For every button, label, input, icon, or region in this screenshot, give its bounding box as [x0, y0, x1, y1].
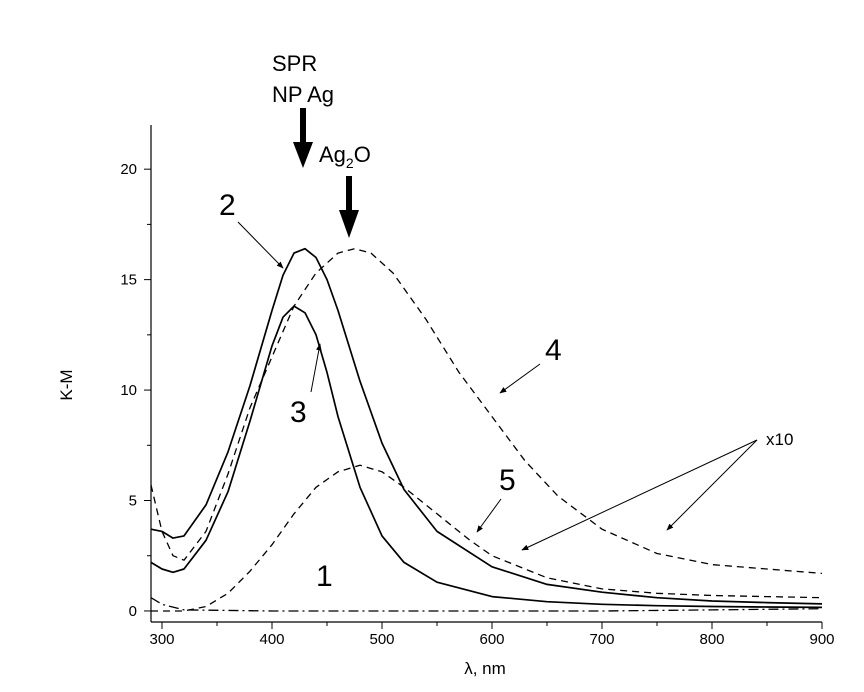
y-tick-label: 10 — [120, 382, 137, 399]
y-tick-label: 5 — [129, 493, 137, 510]
y-tick-label: 20 — [120, 161, 137, 178]
ag2o-label-ag: Ag — [319, 142, 346, 167]
y-axis-title: K-M — [57, 369, 76, 400]
np-ag-label: NP Ag — [272, 82, 334, 107]
label-2-leader-arrow — [237, 221, 284, 269]
x-tick-label: 400 — [259, 631, 284, 648]
series-line-5 — [151, 464, 823, 612]
series-line-3 — [150, 305, 823, 609]
x-axis-title: λ, nm — [464, 659, 506, 678]
ag2o-arrow — [339, 176, 359, 238]
series-line-1 — [150, 597, 823, 612]
series-line-4 — [150, 248, 823, 575]
series-label-2: 2 — [219, 189, 236, 222]
ag2o-label: Ag2O — [319, 142, 371, 171]
ag2o-label-subscript: 2 — [346, 155, 354, 171]
x-tick-label: 300 — [149, 631, 174, 648]
spr-arrow — [293, 108, 313, 168]
x-tick-label: 800 — [699, 631, 724, 648]
series-line-2 — [150, 247, 823, 605]
series-label-4: 4 — [545, 334, 562, 367]
series-label-1: 1 — [316, 560, 333, 593]
x10-leader-arrow-a — [521, 439, 758, 551]
y-tick-label: 0 — [129, 603, 137, 620]
x-tick-label: 500 — [369, 631, 394, 648]
spr-label: SPR — [272, 51, 317, 76]
label-4-leader-arrow — [499, 363, 541, 394]
label-3-leader-arrow — [310, 343, 322, 393]
x10-label: x10 — [766, 430, 793, 449]
series-lines — [150, 247, 823, 612]
x-tick-label: 900 — [809, 631, 834, 648]
ag2o-label-o: O — [354, 142, 371, 167]
series-label-3: 3 — [290, 396, 307, 429]
x-tick-label: 600 — [479, 631, 504, 648]
x-tick-label: 700 — [589, 631, 614, 648]
x10-leader-arrow-b — [666, 439, 758, 531]
y-tick-label: 15 — [120, 272, 137, 289]
series-label-5: 5 — [499, 464, 516, 497]
label-5-leader-arrow — [476, 498, 502, 533]
